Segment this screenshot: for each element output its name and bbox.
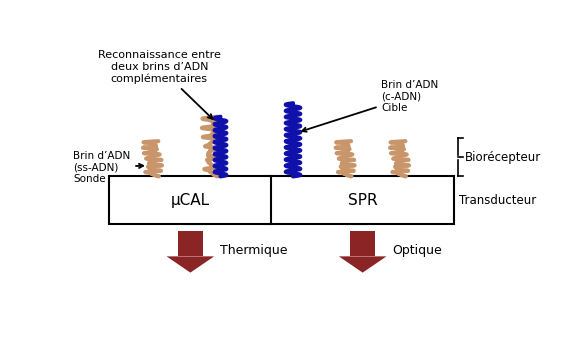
Bar	[178, 231, 203, 256]
Bar	[109, 176, 454, 224]
Text: Optique: Optique	[392, 244, 442, 257]
Text: Thermique: Thermique	[220, 244, 287, 257]
Text: μCAL: μCAL	[171, 193, 210, 208]
Text: Transducteur: Transducteur	[459, 194, 536, 207]
Polygon shape	[167, 256, 214, 272]
Text: Reconnaissance entre
deux brins d’ADN
complémentaires: Reconnaissance entre deux brins d’ADN co…	[98, 50, 221, 119]
Polygon shape	[339, 256, 387, 272]
Text: Biorécepteur: Biorécepteur	[465, 151, 542, 164]
Bar	[350, 231, 375, 256]
Text: Brin d’ADN
(ss-ADN)
Sonde: Brin d’ADN (ss-ADN) Sonde	[73, 151, 143, 184]
Text: Brin d’ADN
(c-ADN)
Cible: Brin d’ADN (c-ADN) Cible	[302, 80, 439, 132]
Text: SPR: SPR	[348, 193, 377, 208]
